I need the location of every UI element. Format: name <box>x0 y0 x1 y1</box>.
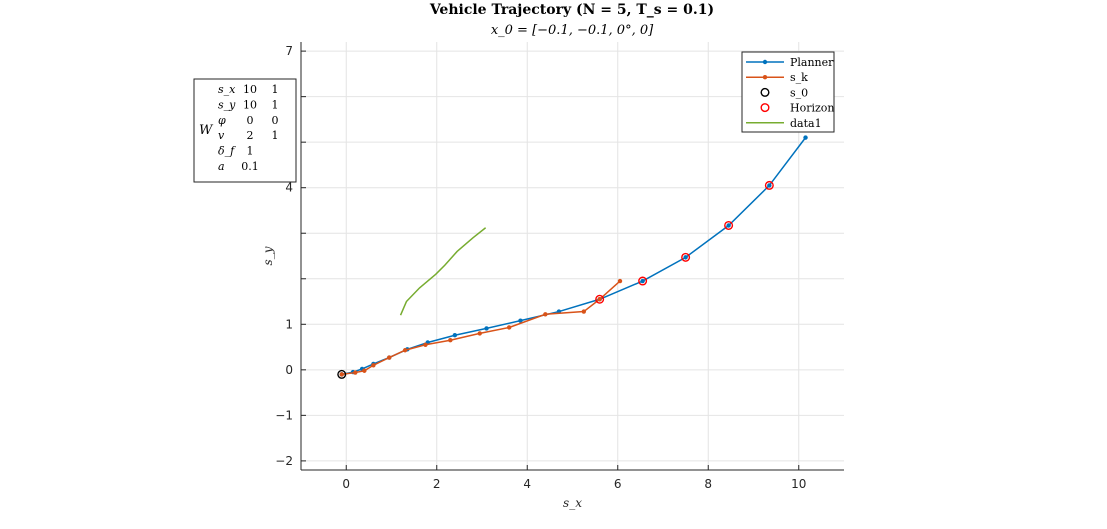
legend-label: Horizon <box>790 102 835 115</box>
weights-row: δ_f 1 <box>218 145 254 158</box>
data-point <box>506 325 512 330</box>
data-point <box>640 278 645 284</box>
chart-subtitle: x_0 = [−0.1, −0.1, 0°, 0] <box>491 23 654 38</box>
data-point <box>402 348 408 353</box>
weights-value: 1 <box>272 98 279 111</box>
series-data1 <box>399 227 487 316</box>
legend-label: s_0 <box>790 86 808 99</box>
weights-value: 2 <box>247 129 254 142</box>
data-point-marker <box>337 369 347 379</box>
weights-row: a 0.1 <box>218 160 259 173</box>
weights-value: 0.1 <box>241 160 259 173</box>
y-tick-label: 4 <box>285 181 293 195</box>
titles: Vehicle Trajectory (N = 5, T_s = 0.1) x_0… <box>429 2 714 38</box>
legend-swatch-dot <box>762 59 768 65</box>
chart-title: Vehicle Trajectory (N = 5, T_s = 0.1) <box>429 2 714 18</box>
x-tick-label: 10 <box>791 477 806 491</box>
legend-item: data1 <box>746 117 822 130</box>
data-point-marker <box>681 252 691 262</box>
data-point <box>423 342 428 347</box>
data-point <box>581 309 587 314</box>
data-point <box>448 338 453 343</box>
y-tick-label: 7 <box>285 44 293 58</box>
data-point <box>617 278 623 284</box>
legend-swatch-marker <box>760 103 770 113</box>
x-tick-label: 0 <box>342 477 350 491</box>
weights-box <box>193 78 297 183</box>
data-point <box>362 368 367 373</box>
data-point-marker <box>638 276 648 286</box>
data-point <box>387 355 392 360</box>
weights-table: Ws_x 10 1 s_y 10 1 φ 0 0 v 2 1 δ_f 1 a 0.1 <box>193 78 297 183</box>
data-point-marker <box>724 220 734 230</box>
series-horizon <box>595 180 774 304</box>
weights-value: 0 <box>272 114 279 127</box>
y-tick-label: −1 <box>275 408 293 422</box>
legend-item: s_k <box>746 71 808 84</box>
series-line <box>341 137 807 376</box>
legend-label: s_k <box>790 71 808 84</box>
x-axis-label: s_x <box>563 496 582 510</box>
legend-label: Planner <box>790 56 834 69</box>
data-point <box>683 255 688 260</box>
legend-item: Horizon <box>760 102 835 115</box>
x-tick-label: 6 <box>614 477 622 491</box>
series-planner <box>339 135 808 377</box>
weights-value: 1 <box>272 129 279 142</box>
weights-row-name: a <box>218 160 225 173</box>
series-s0 <box>337 369 347 379</box>
data-point <box>371 363 376 368</box>
y-axis-label: s_y <box>261 246 275 265</box>
weights-value: 1 <box>272 83 279 96</box>
series-sk <box>339 278 623 377</box>
weights-label: W <box>199 123 214 138</box>
weights-value: 10 <box>243 83 257 96</box>
series-line <box>341 280 621 376</box>
weights-row: s_y 10 1 <box>218 98 279 111</box>
legend-label: data1 <box>790 117 822 130</box>
series-layer <box>337 135 808 379</box>
x-tick-label: 8 <box>704 477 712 491</box>
data-point-marker <box>764 180 774 190</box>
data-point <box>767 183 772 188</box>
legend: Planner s_k s_0 Horizon data1 <box>741 51 835 133</box>
legend-swatch-marker <box>760 87 770 97</box>
weights-row-name: φ <box>218 114 226 127</box>
weights-row-name: δ_f <box>218 145 236 158</box>
data-point <box>353 370 358 375</box>
weights-value: 0 <box>247 114 254 127</box>
legend-item: s_0 <box>760 86 808 99</box>
weights-row: φ 0 0 <box>218 114 279 127</box>
data-point <box>518 318 523 323</box>
legend-box <box>741 51 835 133</box>
data-point <box>484 326 489 331</box>
weights-row: s_x 10 1 <box>218 83 279 96</box>
legend-swatch-dot <box>762 75 768 80</box>
y-tick-label: −2 <box>275 454 293 468</box>
weights-row-name: s_x <box>218 83 236 96</box>
weights-row-name: s_y <box>218 98 236 111</box>
data-point-marker <box>595 294 605 304</box>
data-point <box>543 312 548 317</box>
data-point <box>477 331 482 336</box>
series-line <box>399 227 487 316</box>
data-point <box>803 135 808 140</box>
y-tick-label: 0 <box>285 363 293 377</box>
weights-value: 1 <box>247 145 254 158</box>
legend-item: Planner <box>746 56 834 69</box>
weights-value: 10 <box>243 98 257 111</box>
data-point <box>339 372 344 377</box>
weights-row-name: v <box>218 129 225 142</box>
data-point <box>726 223 731 228</box>
y-tick-label: 1 <box>285 317 293 331</box>
weights-row: v 2 1 <box>218 129 279 142</box>
x-tick-label: 2 <box>433 477 441 491</box>
data-point <box>597 297 602 302</box>
data-point <box>452 333 458 338</box>
x-tick-label: 4 <box>523 477 531 491</box>
